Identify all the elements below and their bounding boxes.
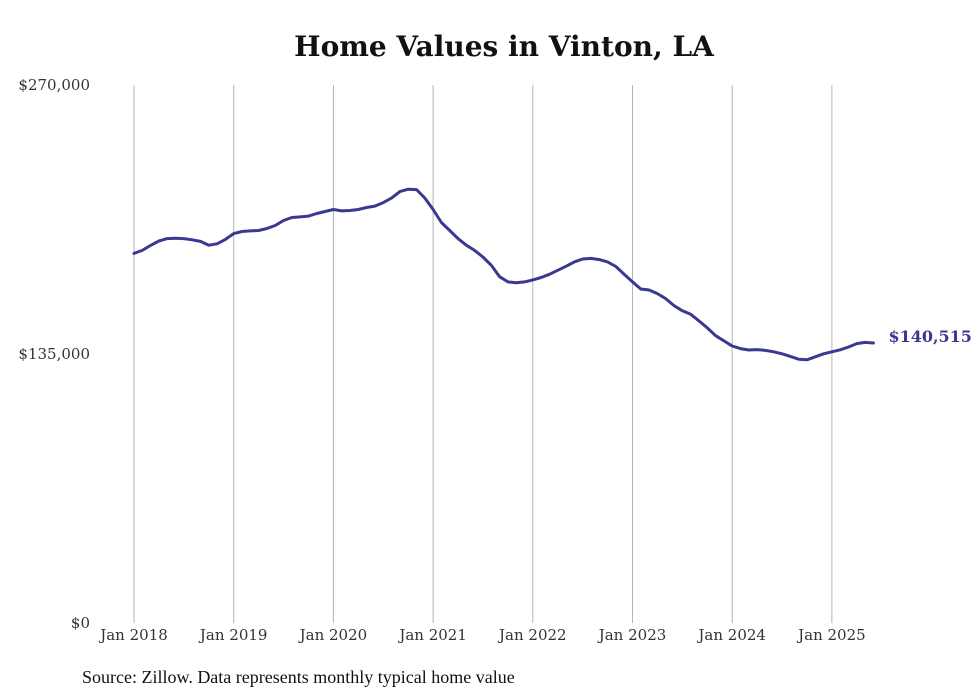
- x-axis: Jan 2018 Jan 2019 Jan 2020 Jan 2021 Jan 2022…: [98, 626, 865, 644]
- last-value-label: $140,515: [888, 327, 972, 346]
- x-tick-label: Jan 2019: [198, 626, 268, 644]
- x-tick-label: Jan 2020: [298, 626, 368, 644]
- gridlines: [133, 85, 833, 623]
- y-axis: $0 $135,000 $270,000: [18, 76, 90, 632]
- x-tick-label: Jan 2025: [796, 626, 866, 644]
- source-note: Source: Zillow. Data represents monthly …: [82, 667, 515, 687]
- y-tick-label: $270,000: [18, 76, 90, 94]
- series-line-home-value: [132, 187, 875, 362]
- x-tick-label: Jan 2024: [696, 626, 766, 644]
- x-tick-label: Jan 2021: [397, 626, 467, 644]
- x-tick-label: Jan 2023: [597, 626, 667, 644]
- chart-title: Home Values in Vinton, LA: [294, 30, 714, 63]
- y-tick-label: $0: [71, 614, 90, 632]
- y-tick-label: $135,000: [18, 345, 90, 363]
- x-tick-label: Jan 2018: [98, 626, 168, 644]
- x-tick-label: Jan 2022: [497, 626, 567, 644]
